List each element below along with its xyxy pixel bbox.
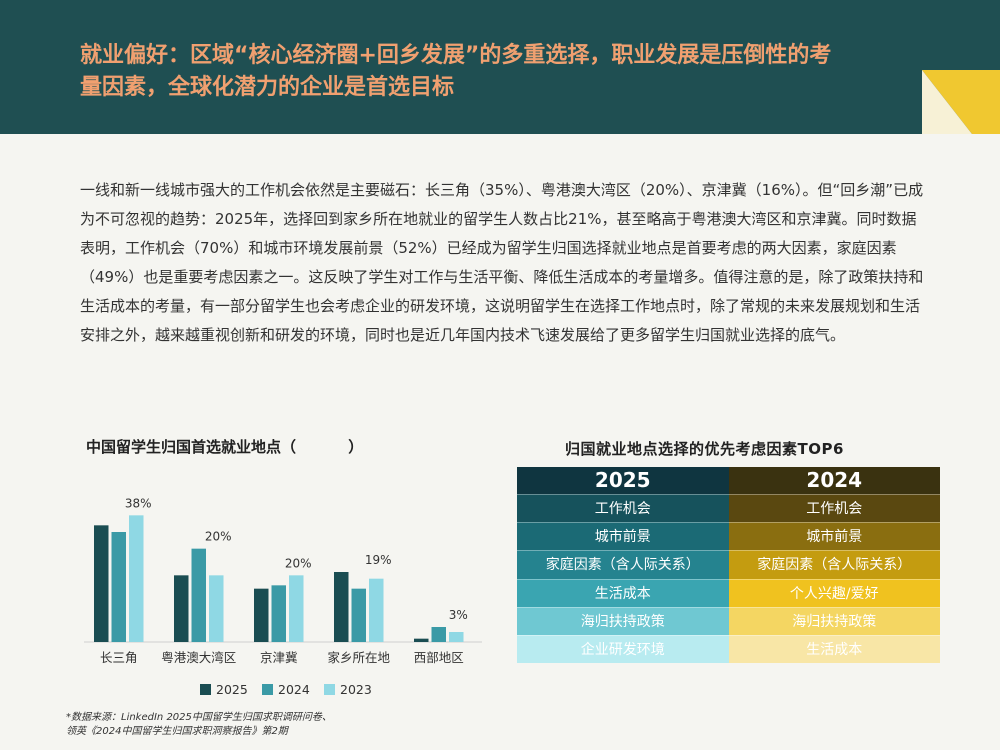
data-label-0: 38% xyxy=(125,496,152,510)
legend-swatch-2024 xyxy=(262,684,273,695)
legend-label-2025: 2025 xyxy=(216,682,248,697)
bar-2025-1 xyxy=(174,575,189,642)
category-label-2: 京津冀 xyxy=(260,650,298,665)
table-row: 家庭因素（含人际关系） 家庭因素（含人际关系） xyxy=(517,550,940,579)
category-label-1: 粤港澳大湾区 xyxy=(161,650,236,665)
data-label-4: 3% xyxy=(449,608,468,622)
corner-decoration xyxy=(922,70,1000,134)
cell-2024: 海归扶持政策 xyxy=(728,606,940,635)
bar-2025-2 xyxy=(254,588,269,642)
bar-2025-0 xyxy=(94,525,109,642)
column-header-2025: 2025 xyxy=(517,467,729,494)
table-title: 归国就业地点选择的优先考虑因素TOP6 xyxy=(565,440,844,458)
data-label-2: 20% xyxy=(285,556,312,570)
bar-chart: 38% 长三角 20% 粤港澳大湾区 20% 京津冀 19% 家乡所在地 3% 西部地区 2025 2… xyxy=(84,496,482,697)
cell-2025: 家庭因素（含人际关系） xyxy=(517,550,729,579)
bar-2023-3 xyxy=(369,578,384,642)
cell-2024: 生活成本 xyxy=(728,634,940,664)
legend-label-2023: 2023 xyxy=(340,682,372,697)
cell-2024: 城市前景 xyxy=(728,522,940,551)
bar-2024-3 xyxy=(351,588,366,642)
table-header: 2025 2024 xyxy=(517,467,940,494)
category-label-3: 家乡所在地 xyxy=(327,650,390,665)
data-label-3: 19% xyxy=(365,553,392,567)
bar-2023-0 xyxy=(129,515,144,642)
bar-chart-title: 中国留学生归国首选就业地点（ ） xyxy=(86,438,364,456)
cell-2024: 个人兴趣/爱好 xyxy=(728,578,940,607)
cell-2025: 工作机会 xyxy=(517,494,729,523)
bar-2023-1 xyxy=(209,575,224,642)
intro-paragraph: 一线和新一线城市强大的工作机会依然是主要磁石：长三角（35%）、粤港澳大湾区（2… xyxy=(80,181,924,344)
bar-2024-2 xyxy=(271,585,286,642)
table-row: 海归扶持政策 海归扶持政策 xyxy=(517,606,940,635)
bar-2023-4 xyxy=(449,632,464,642)
header-banner: 就业偏好：区域“核心经济圈+回乡发展”的多重选择，职业发展是压倒性的考量因素，全… xyxy=(0,0,1000,134)
data-label-1: 20% xyxy=(205,530,232,544)
cell-2025: 城市前景 xyxy=(517,522,729,551)
column-header-2024: 2024 xyxy=(728,467,940,494)
table-row: 生活成本 个人兴趣/爱好 xyxy=(517,578,940,607)
table-row: 企业研发环境 生活成本 xyxy=(517,634,940,664)
page-title: 就业偏好：区域“核心经济圈+回乡发展”的多重选择，职业发展是压倒性的考量因素，全… xyxy=(80,43,832,100)
legend-label-2024: 2024 xyxy=(278,682,310,697)
category-label-4: 西部地区 xyxy=(414,650,464,665)
bar-2024-0 xyxy=(111,532,126,642)
table-row: 工作机会 工作机会 xyxy=(517,494,940,523)
data-source: *数据来源：LinkedIn 2025中国留学生归国求职调研问卷、 领英《202… xyxy=(66,711,332,739)
cell-2025: 生活成本 xyxy=(517,578,729,607)
priority-table: 2025 2024 工作机会 工作机会 城市前景 城市前景 家庭因素（含人际关系） 家庭因… xyxy=(517,467,940,664)
cell-2025: 海归扶持政策 xyxy=(517,606,729,635)
table-body: 工作机会 工作机会 城市前景 城市前景 家庭因素（含人际关系） 家庭因素（含人际关系） 生活… xyxy=(517,494,940,664)
legend-swatch-2025 xyxy=(200,684,211,695)
legend-swatch-2023 xyxy=(324,684,335,695)
cell-2024: 家庭因素（含人际关系） xyxy=(728,550,940,579)
bar-2024-1 xyxy=(191,548,206,642)
bar-2023-2 xyxy=(289,575,304,642)
source-line-1: *数据来源：LinkedIn 2025中国留学生归国求职调研问卷、 xyxy=(66,712,332,723)
bar-2024-4 xyxy=(431,627,446,642)
source-line-2: 领英《2024中国留学生归国求职洞察报告》第2期 xyxy=(66,726,288,737)
cell-2024: 工作机会 xyxy=(728,494,940,523)
category-label-0: 长三角 xyxy=(100,650,138,665)
cell-2025: 企业研发环境 xyxy=(517,634,729,664)
bar-2025-4 xyxy=(414,638,429,642)
table-row: 城市前景 城市前景 xyxy=(517,522,940,551)
bar-2025-3 xyxy=(334,572,349,642)
